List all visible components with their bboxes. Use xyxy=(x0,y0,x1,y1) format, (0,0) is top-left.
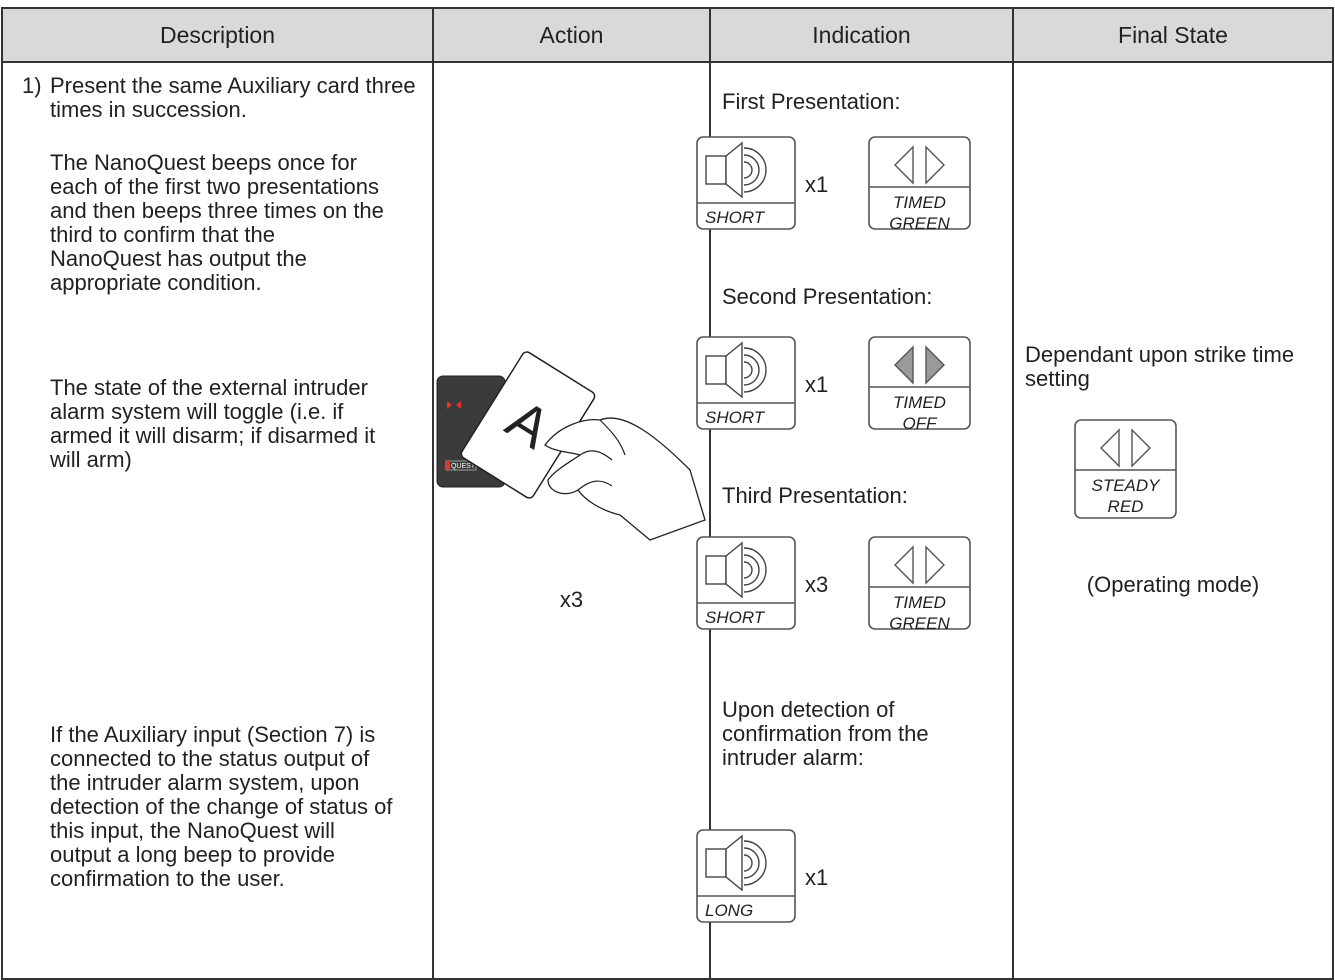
led-left xyxy=(894,545,914,585)
led-label: TIMED xyxy=(893,193,946,212)
led-icon-box xyxy=(868,336,971,430)
led-left xyxy=(1100,428,1120,468)
led-left xyxy=(894,345,914,385)
description-paragraph: If the Auxiliary input (Section 7) is co… xyxy=(50,722,393,891)
column-header: Final State xyxy=(1118,22,1228,48)
speaker-cone xyxy=(725,141,743,199)
led-label: RED xyxy=(1108,497,1144,516)
indication-label: Third Presentation: xyxy=(722,483,908,508)
sound-wave xyxy=(743,547,767,593)
sound-wave xyxy=(743,354,760,386)
action-count: x3 xyxy=(559,587,584,612)
indication-label: Upon detection of confirmation from the … xyxy=(722,697,929,770)
sound-count: x3 xyxy=(805,572,828,597)
led-label: STEADY xyxy=(1091,476,1161,495)
speaker-body xyxy=(705,355,727,385)
sound-wave xyxy=(743,361,753,379)
led-icon-box xyxy=(868,536,971,630)
sound-wave xyxy=(743,847,760,879)
indication-label: Second Presentation: xyxy=(722,284,933,309)
step-number: 1) xyxy=(22,73,42,98)
sound-wave xyxy=(743,554,760,586)
description-paragraph: The state of the external intruder alarm… xyxy=(50,375,376,472)
speaker-cone xyxy=(725,541,743,599)
led-label: GREEN xyxy=(889,614,950,633)
sound-count: x1 xyxy=(805,372,828,397)
sound-label: SHORT xyxy=(705,608,766,627)
sound-wave xyxy=(743,840,767,886)
reader-illustration: QUEST A xyxy=(436,351,706,541)
sound-wave xyxy=(743,161,753,179)
led-right xyxy=(925,545,945,585)
sound-count: x1 xyxy=(805,865,828,890)
speaker-body xyxy=(705,848,727,878)
final-state-text: Dependant upon strike time setting xyxy=(1025,342,1295,391)
reader-logo-mark xyxy=(446,461,450,470)
indication-label: First Presentation: xyxy=(722,89,901,114)
sound-label: SHORT xyxy=(705,208,766,227)
sound-label: SHORT xyxy=(705,408,766,427)
description-paragraph: The NanoQuest beeps once for each of the… xyxy=(50,150,384,295)
led-icon-box xyxy=(868,136,971,230)
sound-label: LONG xyxy=(705,901,753,920)
led-label: OFF xyxy=(903,414,939,433)
reader-logo: QUEST xyxy=(451,463,476,470)
sound-wave xyxy=(743,147,767,193)
speaker-body xyxy=(705,555,727,585)
header-background xyxy=(2,8,1333,62)
column-header: Indication xyxy=(812,22,911,48)
led-label: TIMED xyxy=(893,393,946,412)
sound-count: x1 xyxy=(805,172,828,197)
speaker-body xyxy=(705,155,727,185)
speaker-cone xyxy=(725,341,743,399)
final-state-note: (Operating mode) xyxy=(1086,572,1260,597)
table-border xyxy=(1,7,1334,980)
sound-wave xyxy=(743,561,753,579)
led-right xyxy=(925,345,945,385)
speaker-cone xyxy=(725,834,743,892)
led-label: GREEN xyxy=(889,214,950,233)
hand-detail xyxy=(577,419,626,491)
led-right xyxy=(925,145,945,185)
hand xyxy=(544,417,706,541)
led-icon-box xyxy=(1074,419,1177,519)
sound-wave xyxy=(743,854,753,872)
led-label: TIMED xyxy=(893,593,946,612)
led-right xyxy=(1131,428,1151,468)
sound-wave xyxy=(743,347,767,393)
column-header: Description xyxy=(159,22,276,48)
sound-wave xyxy=(743,154,760,186)
reader-led xyxy=(447,401,461,409)
description-paragraph: Present the same Auxiliary card three ti… xyxy=(50,73,416,122)
column-header: Action xyxy=(539,22,604,48)
led-left xyxy=(894,145,914,185)
